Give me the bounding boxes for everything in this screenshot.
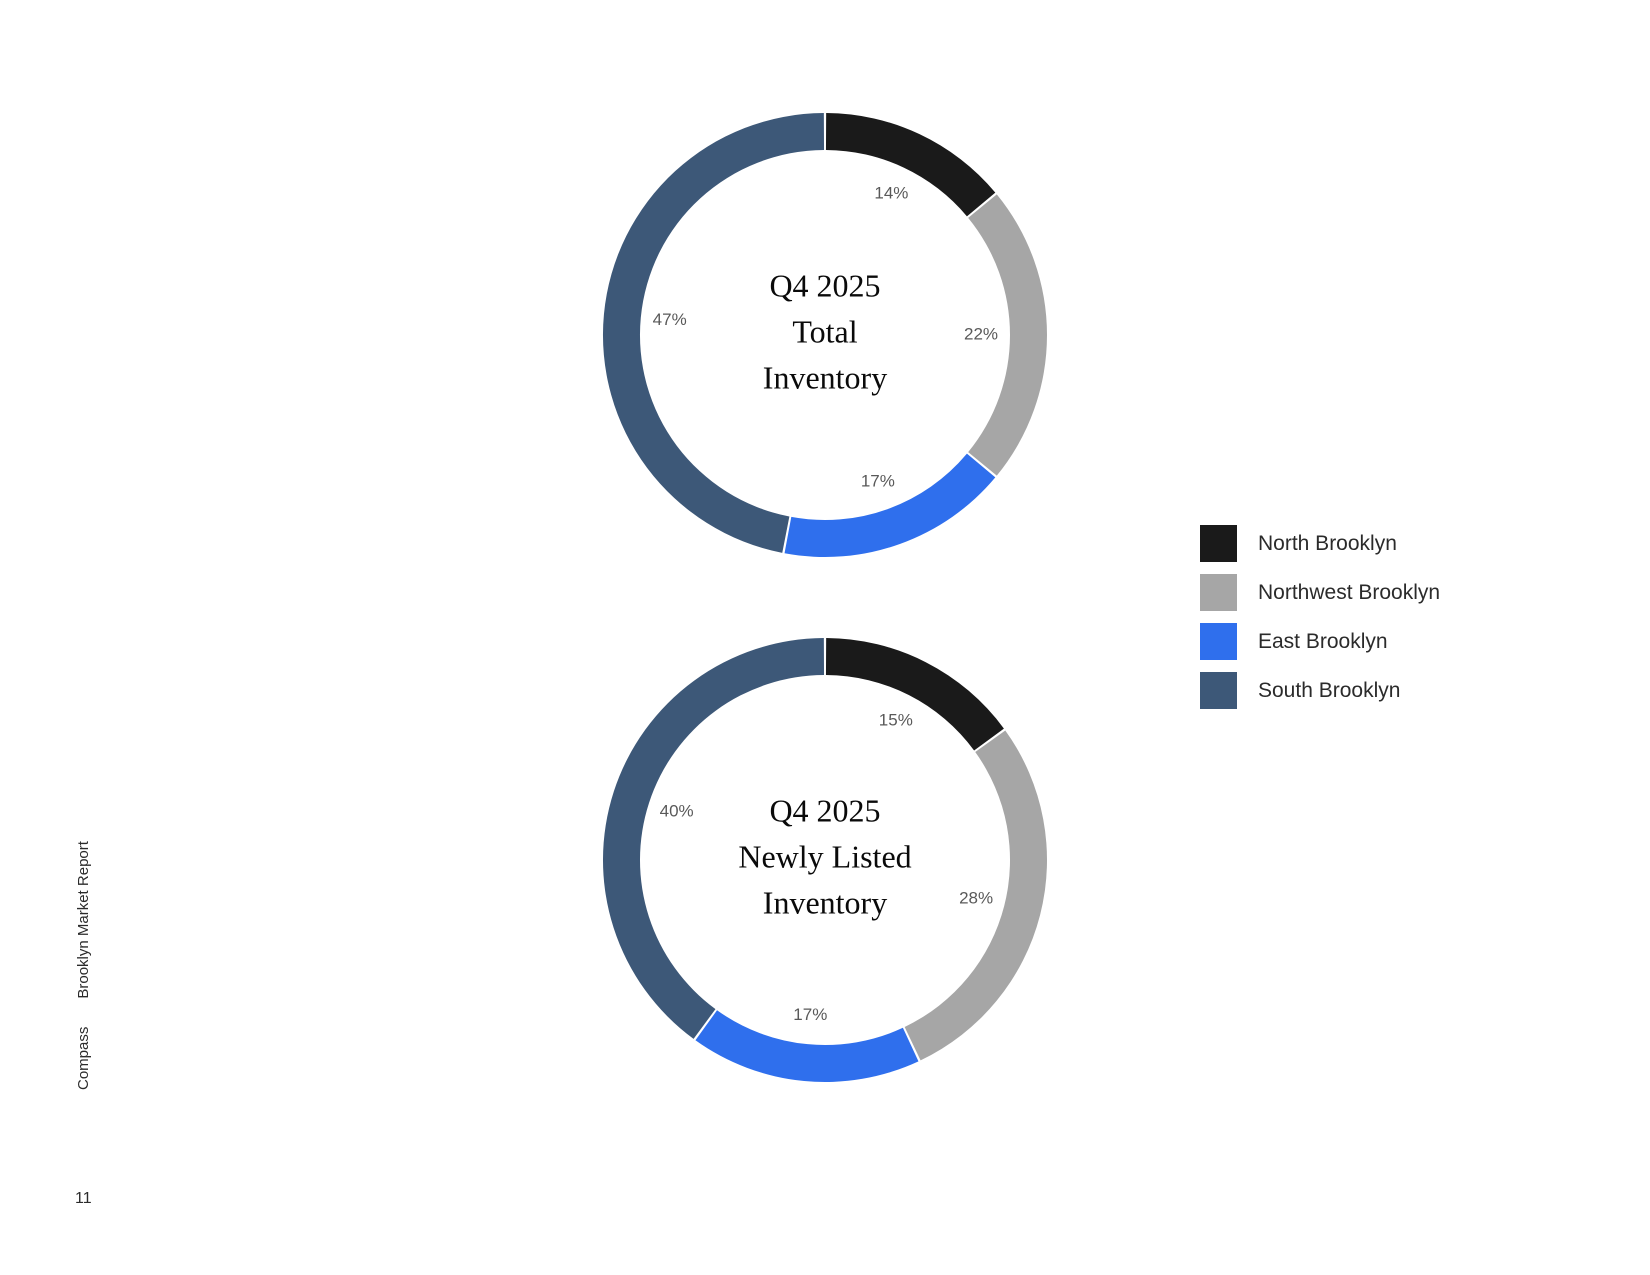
svg-text:Q4 2025: Q4 2025 <box>769 792 880 828</box>
svg-text:Newly Listed: Newly Listed <box>738 838 911 874</box>
svg-text:Inventory: Inventory <box>763 359 887 395</box>
svg-text:22%: 22% <box>964 324 998 343</box>
svg-text:28%: 28% <box>959 888 993 907</box>
svg-text:40%: 40% <box>660 801 694 820</box>
svg-text:Inventory: Inventory <box>763 884 887 920</box>
svg-text:17%: 17% <box>793 1005 827 1024</box>
svg-text:17%: 17% <box>861 471 895 490</box>
svg-text:15%: 15% <box>879 710 913 729</box>
svg-text:14%: 14% <box>874 183 908 202</box>
svg-text:47%: 47% <box>653 310 687 329</box>
svg-text:Total: Total <box>792 313 857 349</box>
svg-text:Q4 2025: Q4 2025 <box>769 267 880 303</box>
